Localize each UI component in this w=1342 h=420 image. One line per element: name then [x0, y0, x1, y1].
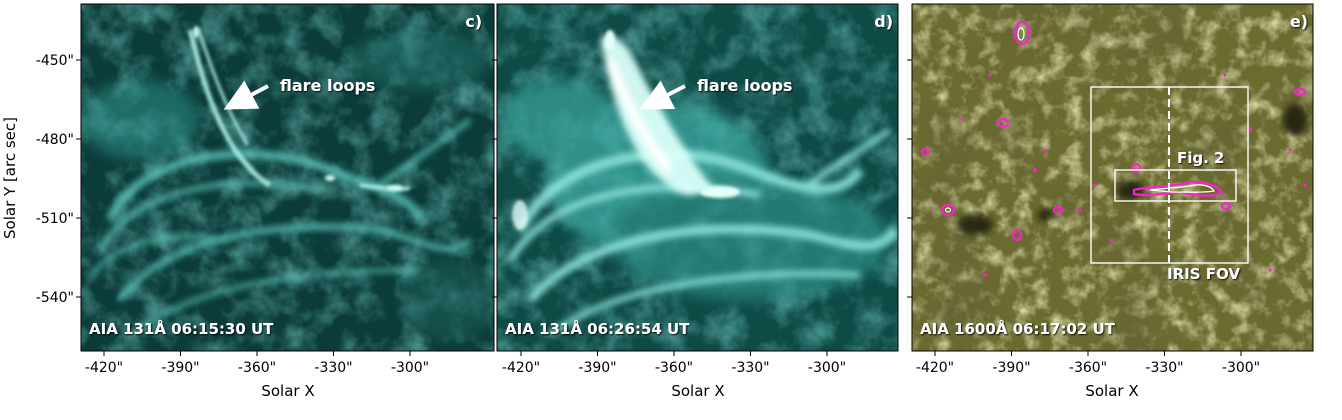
- panel-c: c) flare loops AIA 131Å 06:15:30 UT: [80, 3, 495, 352]
- panel-d: d) flare loops AIA 131Å 06:26:54 UT: [496, 3, 899, 352]
- x-tick-label-e-0: -420": [916, 360, 954, 376]
- x-axis-title-e: Solar X: [1085, 382, 1138, 400]
- x-axis-ticks: -420" -390" -360" -330" -300" -420" -390" -360"…: [85, 351, 1260, 376]
- panel-e-contours: [920, 20, 1307, 277]
- x-tick-label-e-2: -360": [1069, 360, 1107, 376]
- panel-e-image: [912, 4, 1313, 351]
- x-tick-label-d-3: -330": [731, 360, 769, 376]
- x-axis-title-c: Solar X: [261, 382, 314, 400]
- x-tick-label-e-1: -390": [992, 360, 1030, 376]
- fig2-box-label: Fig. 2: [1177, 149, 1224, 167]
- y-tick-label-0: -450": [36, 53, 74, 69]
- panel-e-label: e): [1290, 12, 1308, 31]
- x-tick-label-e-3: -330": [1145, 360, 1183, 376]
- iris-fov-label: IRIS FOV: [1167, 265, 1240, 283]
- panel-c-annotation: flare loops: [280, 76, 375, 95]
- panel-d-caption: AIA 131Å 06:26:54 UT: [505, 319, 690, 338]
- x-tick-label-d-0: -420": [502, 360, 540, 376]
- x-tick-label-c-1: -390": [161, 360, 199, 376]
- x-tick-label-c-2: -360": [238, 360, 276, 376]
- panel-e-caption: AIA 1600Å 06:17:02 UT: [920, 319, 1116, 338]
- panel-c-image: [81, 4, 494, 351]
- axes: -420" -390" -360" -330" -300" -420" -390" -360"…: [1, 53, 1260, 400]
- panel-c-arrow: [223, 80, 269, 110]
- fig2-box: [1114, 169, 1237, 202]
- panel-c-label: c): [465, 12, 482, 31]
- y-axis-title: Solar Y [arc sec]: [1, 117, 19, 239]
- y-tick-label-2: -510": [36, 211, 74, 227]
- x-tick-label-e-4: -300": [1222, 360, 1260, 376]
- panel-e: e) Fig. 2 IRIS FOV AIA 1600Å 06:17:02 UT: [911, 3, 1314, 352]
- x-tick-label-c-4: -300": [391, 360, 429, 376]
- x-tick-label-d-2: -360": [655, 360, 693, 376]
- x-tick-label-c-0: -420": [85, 360, 123, 376]
- panel-d-image: [497, 4, 898, 351]
- x-tick-label-d-4: -300": [808, 360, 846, 376]
- panel-d-label: d): [874, 12, 893, 31]
- x-axis-title-d: Solar X: [671, 382, 724, 400]
- panel-d-annotation: flare loops: [697, 76, 792, 95]
- panel-c-caption: AIA 131Å 06:15:30 UT: [89, 319, 274, 338]
- x-tick-label-c-3: -330": [314, 360, 352, 376]
- panel-d-arrow: [639, 80, 686, 110]
- y-tick-label-3: -540": [36, 290, 74, 306]
- y-axis-ticks: -450" -480" -510" -540": [36, 53, 912, 306]
- y-tick-label-1: -480": [36, 132, 74, 148]
- x-tick-label-d-1: -390": [578, 360, 616, 376]
